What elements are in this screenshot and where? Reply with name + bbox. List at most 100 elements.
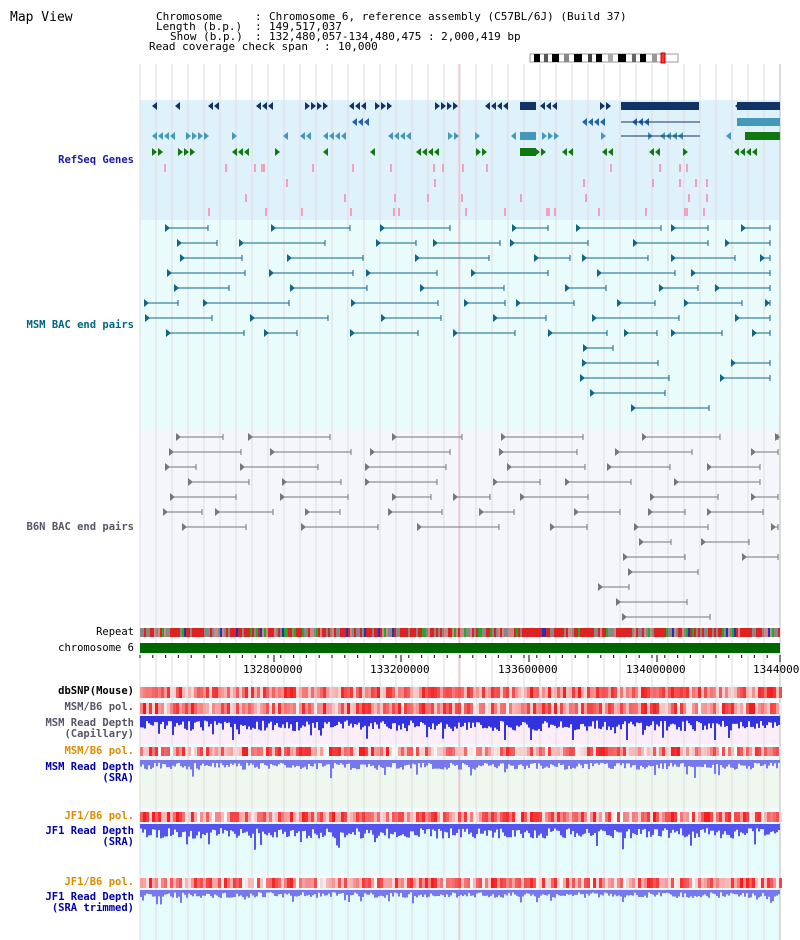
heat-cell <box>353 687 356 698</box>
depth-bar <box>150 890 152 895</box>
track-label-msm-depth-sra[interactable]: MSM Read Depth (SRA) <box>45 761 134 784</box>
depth-bar <box>478 824 480 829</box>
feature-mark <box>734 148 739 156</box>
repeat-band <box>642 628 644 637</box>
track-label-msm-depth-capillary[interactable]: MSM Read Depth (Capillary) <box>45 717 134 740</box>
track-label-repeat[interactable]: Repeat <box>96 626 134 638</box>
track-label-refseq[interactable]: RefSeq Genes <box>58 154 134 166</box>
depth-bar <box>634 890 636 893</box>
track-label-jf1-b6-pol-1[interactable]: JF1/B6 pol. <box>64 810 134 822</box>
heat-cell <box>176 747 179 756</box>
depth-bar <box>234 716 236 724</box>
depth-bar <box>536 760 538 769</box>
depth-bar <box>676 890 678 898</box>
depth-bar <box>656 716 658 725</box>
ideogram-band <box>529 53 679 63</box>
heat-cell <box>500 747 503 756</box>
heat-cell <box>254 812 257 822</box>
feature-mark <box>616 598 621 606</box>
heat-cell <box>473 812 476 822</box>
track-label-msm-b6-pol-2[interactable]: MSM/B6 pol. <box>64 745 134 757</box>
heat-cell <box>704 703 707 714</box>
depth-bar <box>756 824 758 829</box>
feature-mark <box>731 359 736 367</box>
heat-cell <box>284 687 287 698</box>
feature-mark <box>740 148 745 156</box>
repeat-band <box>736 628 738 637</box>
heat-cell <box>674 687 677 698</box>
depth-bar <box>384 760 386 775</box>
heat-cell <box>371 687 374 698</box>
track-label-dbsnp[interactable]: dbSNP(Mouse) <box>58 685 134 697</box>
repeat-band <box>526 628 528 637</box>
heat-cell <box>659 687 662 698</box>
repeat-band <box>218 628 220 637</box>
track-label-b6n-bac[interactable]: B6N BAC end pairs <box>26 521 134 533</box>
heat-cell <box>617 703 620 714</box>
track-label-jf1-depth-sra[interactable]: JF1 Read Depth (SRA) <box>45 825 134 848</box>
repeat-band <box>346 628 348 637</box>
depth-bar <box>744 716 746 729</box>
depth-bar <box>300 890 302 895</box>
feature-mark <box>165 463 170 471</box>
depth-bar <box>394 760 396 764</box>
depth-bar <box>390 760 392 768</box>
depth-bar <box>758 760 760 764</box>
chromosome-ideogram[interactable] <box>528 52 682 64</box>
track-label-msm-b6-pol-1[interactable]: MSM/B6 pol. <box>64 701 134 713</box>
depth-bar <box>304 760 306 767</box>
depth-bar <box>546 716 548 723</box>
depth-bar <box>566 760 568 770</box>
depth-bar <box>506 716 508 726</box>
repeat-band <box>266 628 268 637</box>
depth-bar <box>672 890 674 897</box>
depth-bar <box>444 716 446 729</box>
depth-bar <box>460 890 462 895</box>
heat-cell <box>437 703 440 714</box>
depth-bar <box>578 824 580 836</box>
heat-cell <box>629 747 632 756</box>
heat-cell <box>386 812 389 822</box>
depth-bar <box>690 824 692 846</box>
depth-bar <box>456 890 458 898</box>
depth-bar <box>592 760 594 767</box>
depth-bar <box>142 890 144 901</box>
heat-cell <box>185 747 188 756</box>
feature-mark <box>245 194 247 202</box>
heat-cell <box>317 878 320 888</box>
heat-cell <box>350 812 353 822</box>
heat-cell <box>761 703 764 714</box>
heat-cell <box>551 687 554 698</box>
track-label-jf1-b6-pol-2[interactable]: JF1/B6 pol. <box>64 876 134 888</box>
track-label-jf1-depth-trimmed[interactable]: JF1 Read Depth (SRA trimmed) <box>45 891 134 914</box>
track-label-chromosome[interactable]: chromosome 6 <box>58 642 134 654</box>
heat-cell <box>368 878 371 888</box>
depth-bar <box>292 824 294 831</box>
heat-cell <box>542 747 545 756</box>
track-label-msm-bac[interactable]: MSM BAC end pairs <box>26 319 134 331</box>
heat-cell <box>602 703 605 714</box>
depth-bar <box>730 716 732 731</box>
depth-bar <box>586 890 588 894</box>
depth-bar <box>308 824 310 836</box>
heat-cell <box>704 687 707 698</box>
feature-mark <box>501 433 506 441</box>
depth-bar <box>670 890 672 895</box>
feature-mark <box>746 148 751 156</box>
feature-mark <box>381 314 386 322</box>
depth-bar <box>462 716 464 727</box>
depth-bar <box>382 760 384 768</box>
heat-cell <box>656 878 659 888</box>
repeat-band <box>622 628 624 637</box>
depth-bar <box>632 890 634 896</box>
heat-cell <box>545 687 548 698</box>
heat-cell <box>146 703 149 714</box>
heat-cell <box>191 747 194 756</box>
heat-cell <box>476 747 479 756</box>
heat-cell <box>512 687 515 698</box>
heat-cell <box>158 812 161 822</box>
heat-cell <box>446 703 449 714</box>
heat-cell <box>440 812 443 822</box>
depth-bar <box>598 824 600 832</box>
